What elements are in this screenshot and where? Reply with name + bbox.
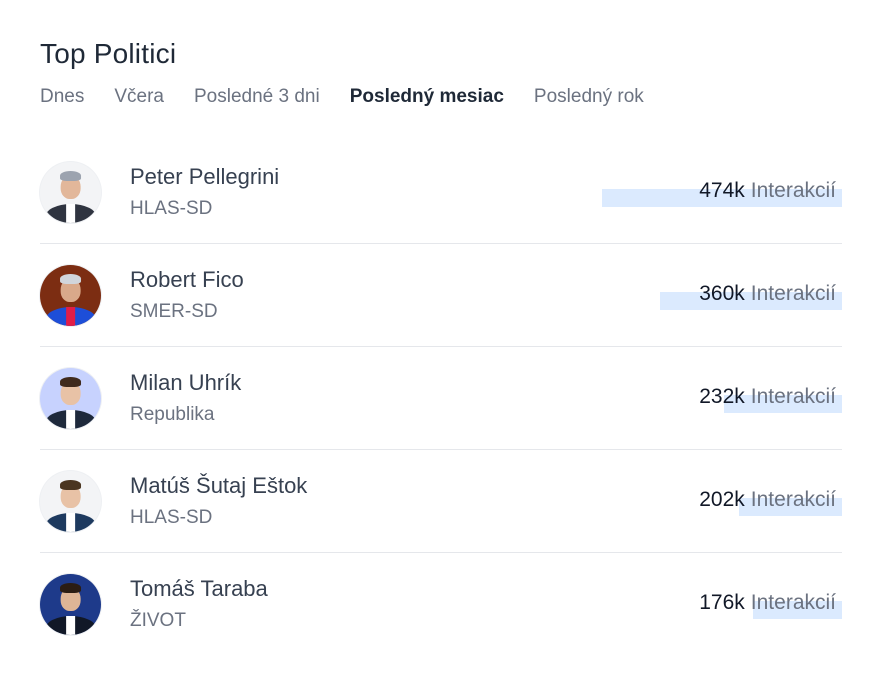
interactions-metric: 176k Interakcií [582,579,842,635]
interactions-label: Interakcií [750,591,836,614]
interactions-count: 176k [699,591,745,614]
avatar [40,470,101,532]
interactions-bar [739,498,842,516]
politician-info: Tomáš Taraba ŽIVOT [130,574,268,634]
list-item[interactable]: Milan Uhrík Republika 232k Interakcií [40,347,842,450]
page-title: Top Politici [40,38,177,69]
list-item[interactable]: Tomáš Taraba ŽIVOT 176k Interakcií [40,553,842,655]
top-politici-widget: Top Politici Dnes Včera Posledné 3 dni P… [40,34,842,635]
list-item[interactable]: Peter Pellegrini HLAS-SD 474k Interakcií [40,141,842,244]
period-tabs: Dnes Včera Posledné 3 dni Posledný mesia… [40,84,842,110]
interactions-bar [724,395,842,413]
interactions-metric: 232k Interakcií [582,373,842,429]
tab-posledne-3-dni[interactable]: Posledné 3 dni [194,86,320,107]
interactions-metric: 360k Interakcií [582,270,842,326]
politician-name[interactable]: Tomáš Taraba [130,576,268,601]
interactions-bar [602,189,842,207]
interactions-bar [660,292,842,310]
politician-party: SMER-SD [130,301,218,322]
interactions-label: Interakcií [750,488,836,511]
politician-list: Peter Pellegrini HLAS-SD 474k Interakcií … [40,141,842,655]
interactions-count: 474k [699,179,745,202]
politician-party: Republika [130,404,215,425]
tab-posledny-rok[interactable]: Posledný rok [533,86,644,107]
avatar [40,367,101,429]
interactions-count: 360k [699,282,745,305]
tab-posledny-mesiac[interactable]: Posledný mesiac [349,86,504,107]
interactions-label: Interakcií [750,282,836,305]
politician-info: Robert Fico SMER-SD [130,265,244,325]
politician-name[interactable]: Robert Fico [130,267,244,292]
politician-info: Peter Pellegrini HLAS-SD [130,162,279,222]
politician-party: ŽIVOT [130,610,186,631]
politician-info: Milan Uhrík Republika [130,368,241,428]
list-item[interactable]: Matúš Šutaj Eštok HLAS-SD 202k Interakcií [40,450,842,553]
politician-party: HLAS-SD [130,507,213,528]
list-item[interactable]: Robert Fico SMER-SD 360k Interakcií [40,244,842,347]
interactions-count: 202k [699,488,745,511]
tab-vcera[interactable]: Včera [114,86,164,107]
avatar [40,161,101,223]
interactions-metric: 474k Interakcií [582,167,842,223]
interactions-label: Interakcií [750,179,836,202]
interactions-metric: 202k Interakcií [582,476,842,532]
politician-party: HLAS-SD [130,198,213,219]
politician-info: Matúš Šutaj Eštok HLAS-SD [130,471,307,531]
politician-name[interactable]: Matúš Šutaj Eštok [130,473,308,498]
politician-name[interactable]: Peter Pellegrini [130,164,280,189]
politician-name[interactable]: Milan Uhrík [130,370,242,395]
interactions-label: Interakcií [750,385,836,408]
avatar [40,264,101,326]
interactions-count: 232k [699,385,745,408]
avatar [40,573,101,635]
tab-dnes[interactable]: Dnes [40,86,85,107]
interactions-bar [753,601,842,619]
